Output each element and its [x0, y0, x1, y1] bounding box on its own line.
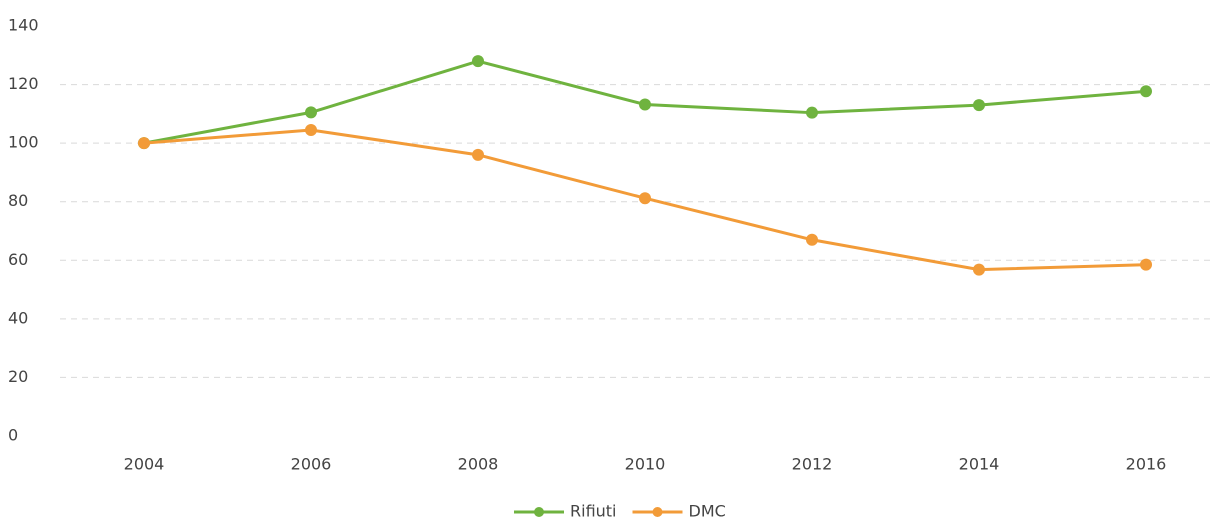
data-point: [973, 263, 985, 276]
data-point: [639, 192, 651, 205]
y-tick-label: 80: [8, 191, 28, 210]
x-tick-label: 2014: [959, 455, 1000, 474]
data-point: [806, 233, 818, 246]
data-point: [1140, 258, 1152, 271]
x-tick-label: 2004: [124, 455, 165, 474]
data-point: [1140, 85, 1152, 98]
data-point: [472, 55, 484, 68]
x-tick-label: 2010: [625, 455, 666, 474]
y-tick-label: 120: [8, 74, 39, 93]
data-point: [138, 137, 150, 150]
legend-label: DMC: [689, 502, 726, 519]
y-tick-label: 100: [8, 133, 39, 152]
data-point: [973, 99, 985, 112]
data-point: [305, 123, 317, 136]
x-tick-label: 2006: [291, 455, 332, 474]
y-tick-label: 40: [8, 308, 28, 327]
y-tick-label: 0: [8, 426, 18, 445]
legend-marker: [652, 507, 663, 517]
x-tick-label: 2016: [1126, 455, 1167, 474]
y-tick-label: 140: [8, 16, 39, 35]
data-point: [472, 148, 484, 161]
legend-marker: [534, 507, 544, 517]
data-point: [639, 98, 651, 111]
y-tick-label: 20: [8, 367, 28, 386]
legend-label: Rifiuti: [570, 502, 617, 519]
data-point: [305, 106, 317, 119]
x-tick-label: 2008: [458, 455, 499, 474]
data-point: [806, 106, 818, 119]
y-tick-label: 60: [8, 250, 28, 269]
x-tick-label: 2012: [792, 455, 833, 474]
